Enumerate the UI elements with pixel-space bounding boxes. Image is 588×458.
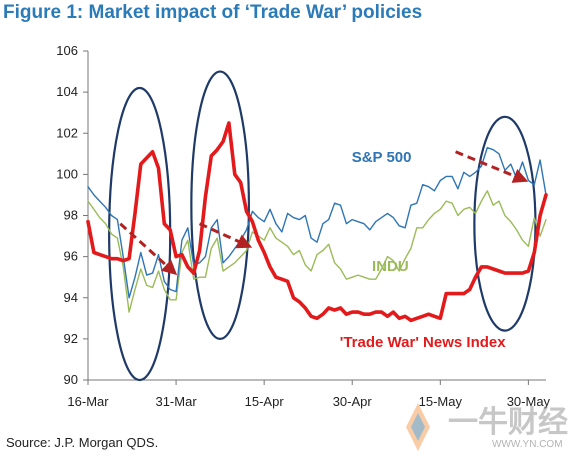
y-tick-label-94: 94 (64, 290, 78, 305)
series-label-trade-war-news-index: 'Trade War' News Index (340, 334, 506, 351)
series-line-s-p-500 (87, 146, 547, 299)
series-line-trade-war-news-index (86, 121, 548, 323)
y-tick-label-96: 96 (64, 249, 78, 264)
x-tick-label-30-apr: 30-Apr (333, 394, 373, 409)
highlight-ellipse-2 (190, 70, 250, 340)
highlight-ellipses (108, 70, 537, 382)
x-tick-label-31-mar: 31-Mar (155, 394, 197, 409)
y-tick-label-100: 100 (56, 166, 78, 181)
y-tick-label-102: 102 (56, 125, 78, 140)
watermark-text: 一牛财经 (448, 405, 568, 439)
watermark-url: WWW.YN.COM (492, 439, 563, 450)
source-note: Source: J.P. Morgan QDS. (6, 435, 159, 450)
x-tick-label-30-may: 30-May (507, 394, 551, 409)
chart-axes: 90 92 94 96 98 100 102 104 106 16-Mar 31-Mar 15-Apr… (56, 43, 550, 409)
trend-arrow-2 (198, 222, 253, 249)
highlight-ellipse-1 (108, 86, 172, 382)
series-label-s-p-500: S&P 500 (352, 149, 412, 166)
watermark-logo: 一牛财经 WWW.YN.COM (406, 403, 568, 451)
trend-arrow-1 (119, 222, 178, 276)
y-tick-label-90: 90 (64, 372, 78, 387)
series-line-indu (87, 190, 547, 313)
x-tick-label-15-may: 15-May (419, 394, 463, 409)
y-tick-label-106: 106 (56, 43, 78, 58)
y-tick-label-104: 104 (56, 84, 78, 99)
x-tick-label-16-mar: 16-Mar (67, 394, 109, 409)
figure-title: Figure 1: Market impact of ‘Trade War’ p… (3, 2, 423, 23)
y-tick-label-98: 98 (64, 208, 78, 223)
y-tick-label-92: 92 (64, 331, 78, 346)
trend-arrows (119, 150, 529, 276)
series-label-indu: INDU (372, 258, 409, 275)
watermark-inner-diamond-icon (411, 413, 425, 441)
highlight-ellipse-3 (473, 115, 537, 332)
series-labels: S&P 500 INDU 'Trade War' News Index (340, 149, 506, 351)
x-tick-label-15-apr: 15-Apr (245, 394, 285, 409)
series-lines (86, 121, 548, 323)
